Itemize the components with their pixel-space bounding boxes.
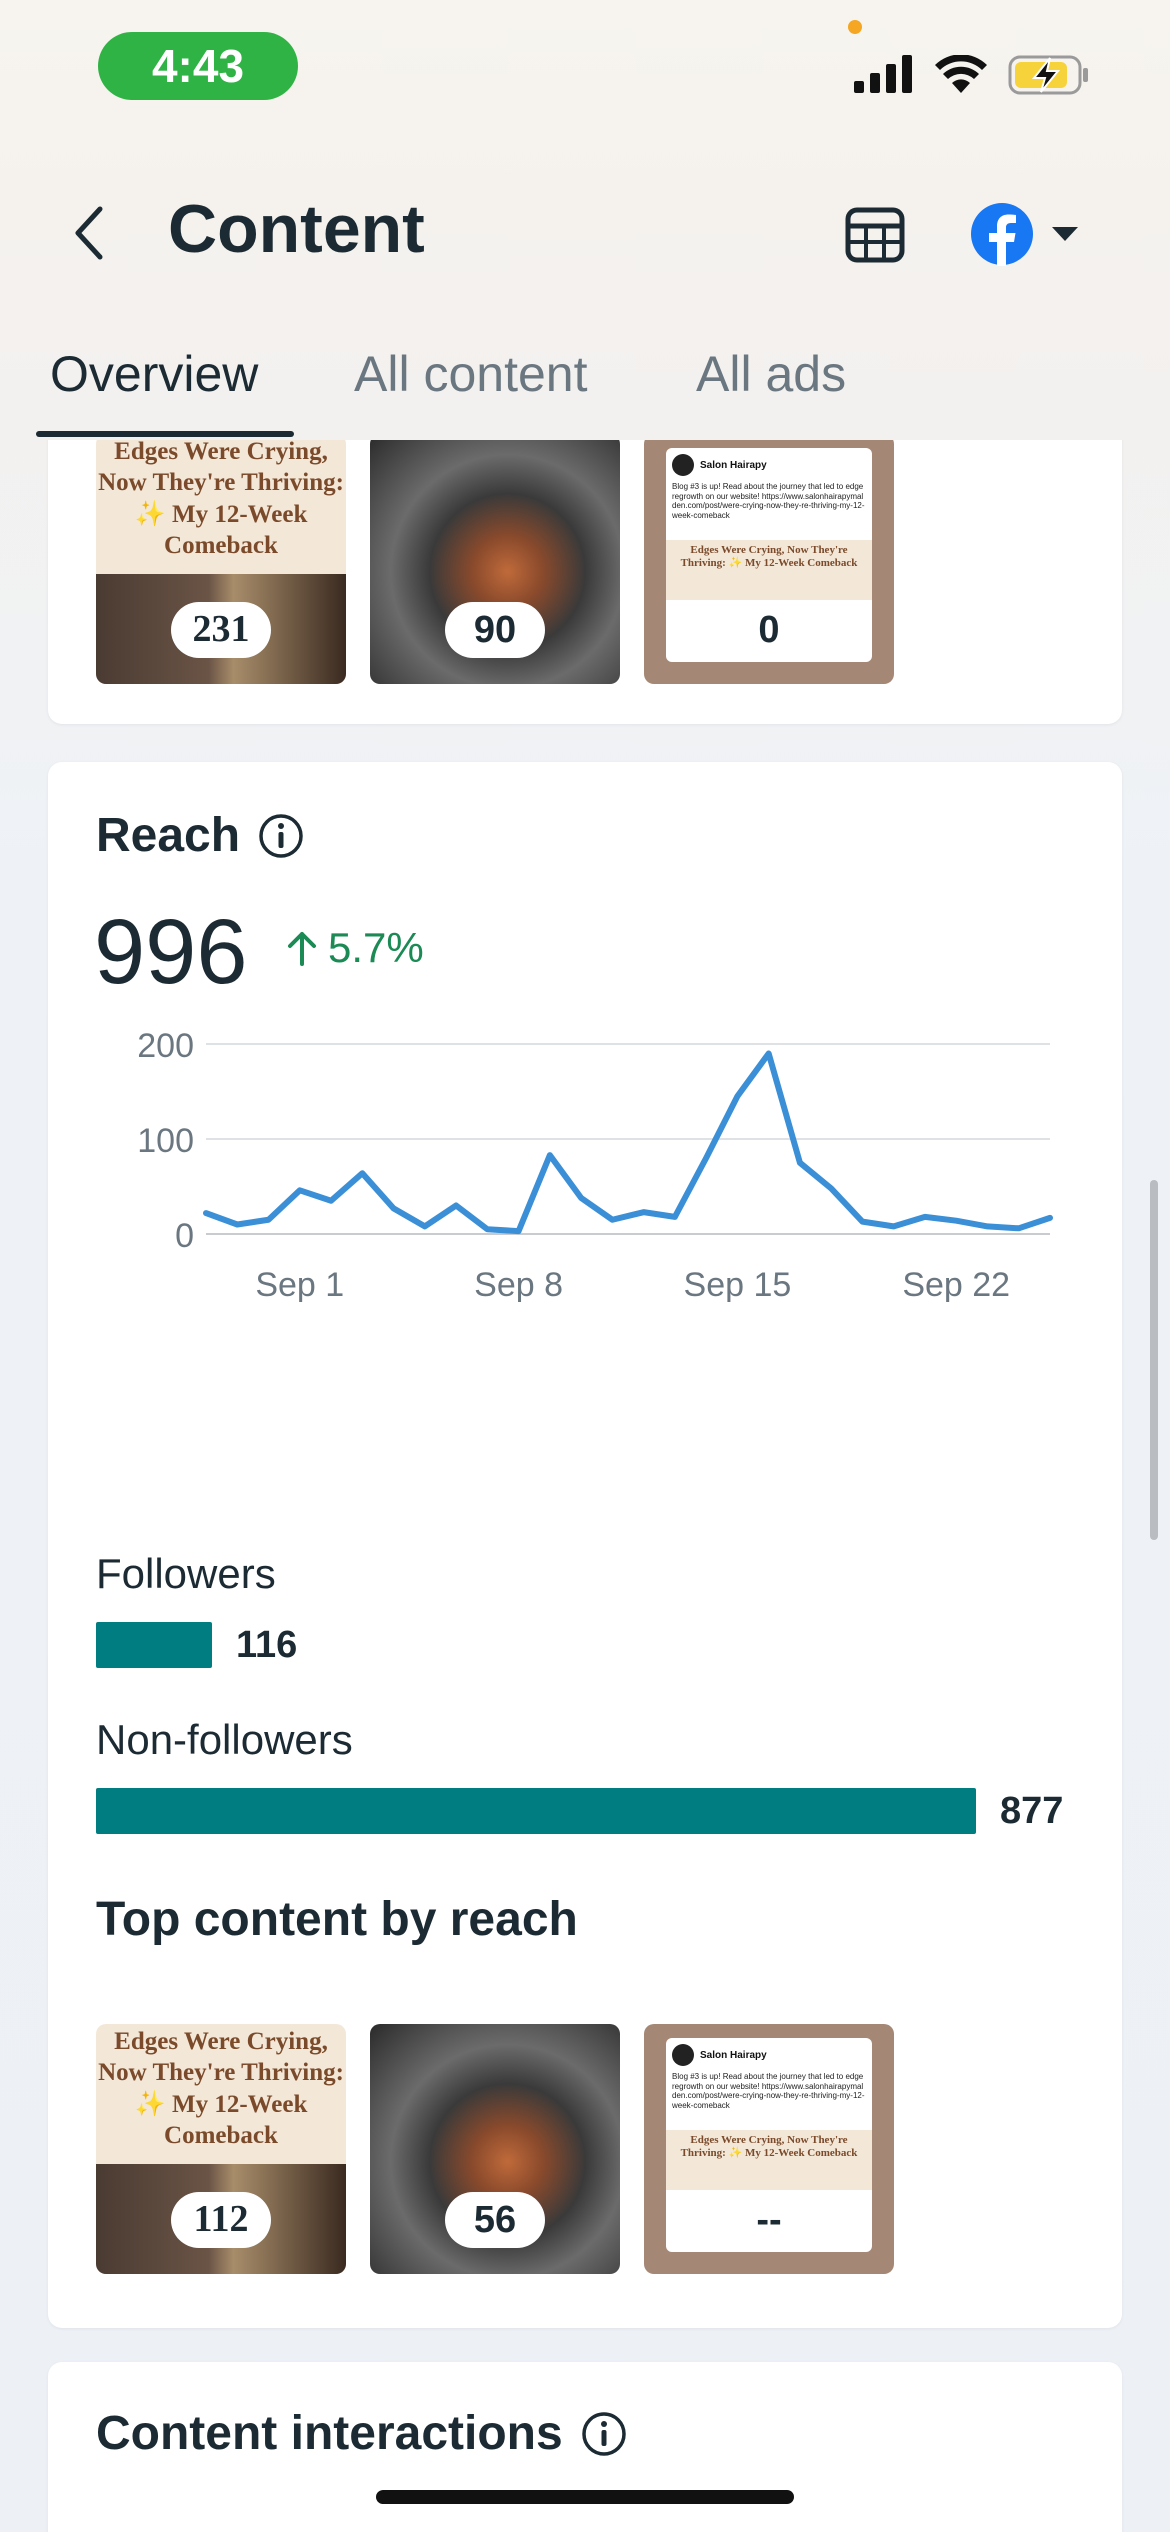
back-button[interactable] (60, 200, 116, 266)
content-interactions-card: Content interactions (48, 2362, 1122, 2532)
post-headline: Edges Were Crying, Now They're Thriving:… (666, 2130, 872, 2190)
page-title: Content (168, 191, 425, 267)
status-icons (852, 50, 1090, 100)
reach-title: Reach (96, 808, 304, 863)
arrow-up-icon (288, 932, 316, 966)
followers-bar (96, 1622, 212, 1668)
content-thumbnail[interactable]: 90 (370, 440, 620, 684)
tab-active-indicator (36, 431, 294, 437)
content-count: -- (719, 2192, 819, 2248)
post-body: Blog #3 is up! Read about the journey th… (672, 2072, 865, 2110)
info-icon[interactable] (581, 2411, 627, 2457)
nonfollowers-bar (96, 1788, 976, 1834)
content-scroll-area[interactable]: Edges Were Crying, Now They're Thriving:… (0, 440, 1170, 2532)
post-headline: Edges Were Crying, Now They're Thriving:… (666, 540, 872, 600)
chart-xtick-label: Sep 1 (255, 1266, 344, 1302)
post-author: Salon Hairapy (700, 459, 767, 471)
post-preview: Salon Hairapy Blog #3 is up! Read about … (666, 448, 872, 662)
tab-overview[interactable]: Overview (50, 346, 259, 402)
chart-xtick-label: Sep 15 (684, 1266, 792, 1302)
wifi-icon (935, 55, 987, 93)
chart-xtick-label: Sep 8 (474, 1266, 563, 1302)
battery-charging-icon (1008, 55, 1088, 95)
cellular-signal-icon (854, 55, 912, 93)
facebook-icon (971, 203, 1033, 266)
tab-all-content[interactable]: All content (354, 346, 588, 402)
top-content-title: Top content by reach (96, 1893, 578, 1946)
nonfollowers-value: 877 (1000, 1790, 1064, 1832)
top-content-thumbnail[interactable]: Edges Were Crying, Now They're Thriving:… (96, 2024, 346, 2274)
avatar (672, 454, 694, 476)
interactions-title-text: Content interactions (96, 2407, 563, 2460)
reach-series-line (203, 1050, 1053, 1235)
post-body: Blog #3 is up! Read about the journey th… (672, 482, 865, 520)
followers-value: 116 (236, 1624, 298, 1666)
content-count: 112 (171, 2192, 271, 2248)
chart-ytick-label: 0 (175, 1217, 194, 1255)
content-count: 90 (445, 602, 545, 658)
tab-all-ads[interactable]: All ads (696, 346, 847, 402)
reach-value: 996 (94, 901, 248, 1003)
status-time: 4:43 (98, 32, 298, 100)
top-content-thumbnail[interactable]: Salon Hairapy Blog #3 is up! Read about … (644, 2024, 894, 2274)
status-bar: 4:43 (0, 0, 1170, 140)
interactions-title: Content interactions (96, 2406, 627, 2461)
content-thumbnail[interactable]: Salon Hairapy Blog #3 is up! Read about … (644, 440, 894, 684)
content-thumbnail[interactable]: Edges Were Crying, Now They're Thriving:… (96, 440, 346, 684)
table-view-button[interactable] (842, 202, 910, 270)
reach-delta: 5.7% (284, 924, 424, 972)
reach-title-text: Reach (96, 809, 241, 862)
thumbnail-headline: Edges Were Crying, Now They're Thriving:… (98, 440, 344, 559)
reach-card: Reach 996 5.7% 0 100 200 Sep 1 Sep 8 Sep 15 S… (48, 762, 1122, 2328)
content-count: 0 (719, 602, 819, 658)
followers-label: Followers (96, 1550, 276, 1597)
chart-xtick-label: Sep 22 (902, 1266, 1010, 1302)
account-switcher[interactable] (970, 198, 1090, 270)
avatar (672, 2044, 694, 2066)
content-count: 231 (171, 602, 271, 658)
chart-ytick-label: 200 (137, 1027, 194, 1065)
caret-down-icon (1052, 227, 1078, 241)
nonfollowers-label: Non-followers (96, 1716, 353, 1763)
chart-ytick-label: 100 (137, 1122, 194, 1160)
home-indicator[interactable] (376, 2490, 794, 2504)
privacy-indicator-dot (848, 20, 862, 34)
previous-metric-card: Edges Were Crying, Now They're Thriving:… (48, 440, 1122, 724)
content-count: 56 (445, 2192, 545, 2248)
app-header: Content (0, 180, 1170, 280)
tab-bar: Overview All content All ads (0, 345, 1170, 440)
thumbnail-headline: Edges Were Crying, Now They're Thriving:… (98, 2028, 344, 2149)
reach-line-chart: 0 100 200 Sep 1 Sep 8 Sep 15 Sep 22 (137, 1027, 1053, 1302)
post-author: Salon Hairapy (700, 2049, 767, 2061)
top-content-thumbnail[interactable]: 56 (370, 2024, 620, 2274)
scrollbar[interactable] (1150, 1180, 1158, 1540)
chevron-left-icon (75, 206, 103, 260)
info-icon[interactable] (258, 813, 304, 859)
table-icon (845, 207, 905, 263)
reach-delta-value: 5.7% (328, 924, 424, 971)
